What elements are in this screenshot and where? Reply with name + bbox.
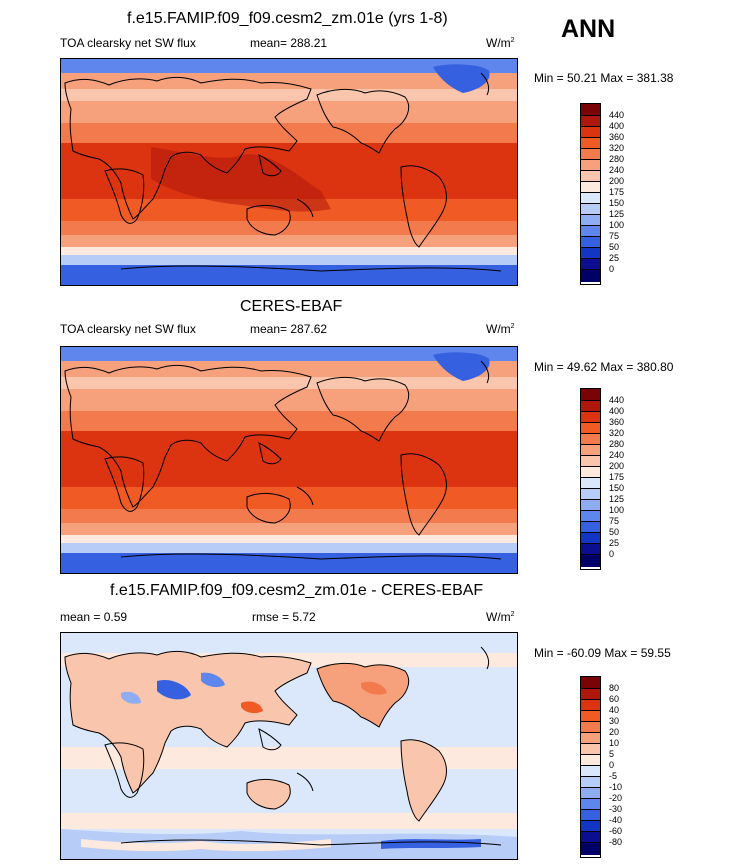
panel1-tick: 200 [609, 176, 625, 186]
panel3-tick: 30 [609, 716, 620, 726]
panel3-tick: 40 [609, 705, 620, 715]
panel1-tick: 240 [609, 165, 625, 175]
panel2-tick: 175 [609, 472, 625, 482]
panel3-tick: 5 [609, 749, 615, 759]
panel2-tick: 440 [609, 395, 625, 405]
panel1-tick: 400 [609, 121, 625, 131]
panel1-unit-label: W/m2 [486, 36, 515, 50]
panel2-title: CERES-EBAF [240, 298, 343, 315]
panel2-colorbar [580, 388, 601, 570]
panel3-tick: 10 [609, 738, 620, 748]
panel3-tick: -5 [609, 771, 618, 781]
panel3-tick: -40 [609, 815, 623, 825]
panel1-tick: 125 [609, 209, 625, 219]
panel1-tick: 0 [609, 264, 615, 274]
panel1-map [60, 58, 518, 286]
panel2-tick: 125 [609, 494, 625, 504]
panel3-map [60, 632, 518, 860]
panel2-tick: 75 [609, 516, 620, 526]
panel3-title: f.e15.FAMIP.f09_f09.cesm2_zm.01e - CERES… [110, 582, 484, 599]
panel2-tick: 0 [609, 549, 615, 559]
panel1-variable-label: TOA clearsky net SW flux [60, 36, 196, 50]
panel3-rmse-label: rmse = 5.72 [252, 610, 316, 624]
panel2-tick: 200 [609, 461, 625, 471]
panel3-tick: -60 [609, 826, 623, 836]
panel2-tick: 150 [609, 483, 625, 493]
panel2-map [60, 346, 518, 574]
panel3-colorbar [580, 676, 601, 858]
panel2-mean-label: mean= 287.62 [250, 322, 328, 336]
panel1-tick: 440 [609, 110, 625, 120]
panel1-mean-label: mean= 288.21 [250, 36, 328, 50]
panel2-tick: 100 [609, 505, 625, 515]
panel2-tick: 240 [609, 450, 625, 460]
panel1-colorbar [580, 103, 601, 285]
panel2-tick: 320 [609, 428, 625, 438]
panel3-tick: -80 [609, 837, 623, 847]
panel3-tick: 0 [609, 760, 615, 770]
panel3-tick: 60 [609, 694, 620, 704]
panel2-tick: 400 [609, 406, 625, 416]
panel3-tick: 80 [609, 683, 620, 693]
panel1-tick: 75 [609, 231, 620, 241]
panel1-tick: 280 [609, 154, 625, 164]
panel1-tick: 175 [609, 187, 625, 197]
panel2-tick: 360 [609, 417, 625, 427]
panel3-tick: -10 [609, 782, 623, 792]
panel2-unit-label: W/m2 [486, 322, 515, 336]
panel2-minmax-label: Min = 49.62 Max = 380.80 [534, 360, 674, 374]
panel1-tick: 50 [609, 242, 620, 252]
panel3-mean-label: mean = 0.59 [60, 610, 128, 624]
panel1-tick: 360 [609, 132, 625, 142]
panel2-tick: 50 [609, 527, 620, 537]
panel3-unit-label: W/m2 [486, 610, 515, 624]
panel1-tick: 100 [609, 220, 625, 230]
panel1-tick: 150 [609, 198, 625, 208]
season-label: ANN [561, 15, 616, 43]
panel2-variable-label: TOA clearsky net SW flux [60, 322, 196, 336]
panel2-tick: 280 [609, 439, 625, 449]
panel1-tick: 320 [609, 143, 625, 153]
panel3-tick: -20 [609, 793, 623, 803]
panel1-title: f.e15.FAMIP.f09_f09.cesm2_zm.01e (yrs 1-… [127, 10, 448, 27]
panel1-tick: 25 [609, 253, 620, 263]
panel1-minmax-label: Min = 50.21 Max = 381.38 [534, 71, 674, 85]
panel3-tick: -30 [609, 804, 623, 814]
panel2-tick: 25 [609, 538, 620, 548]
panel3-tick: 20 [609, 727, 620, 737]
panel3-minmax-label: Min = -60.09 Max = 59.55 [534, 646, 671, 660]
